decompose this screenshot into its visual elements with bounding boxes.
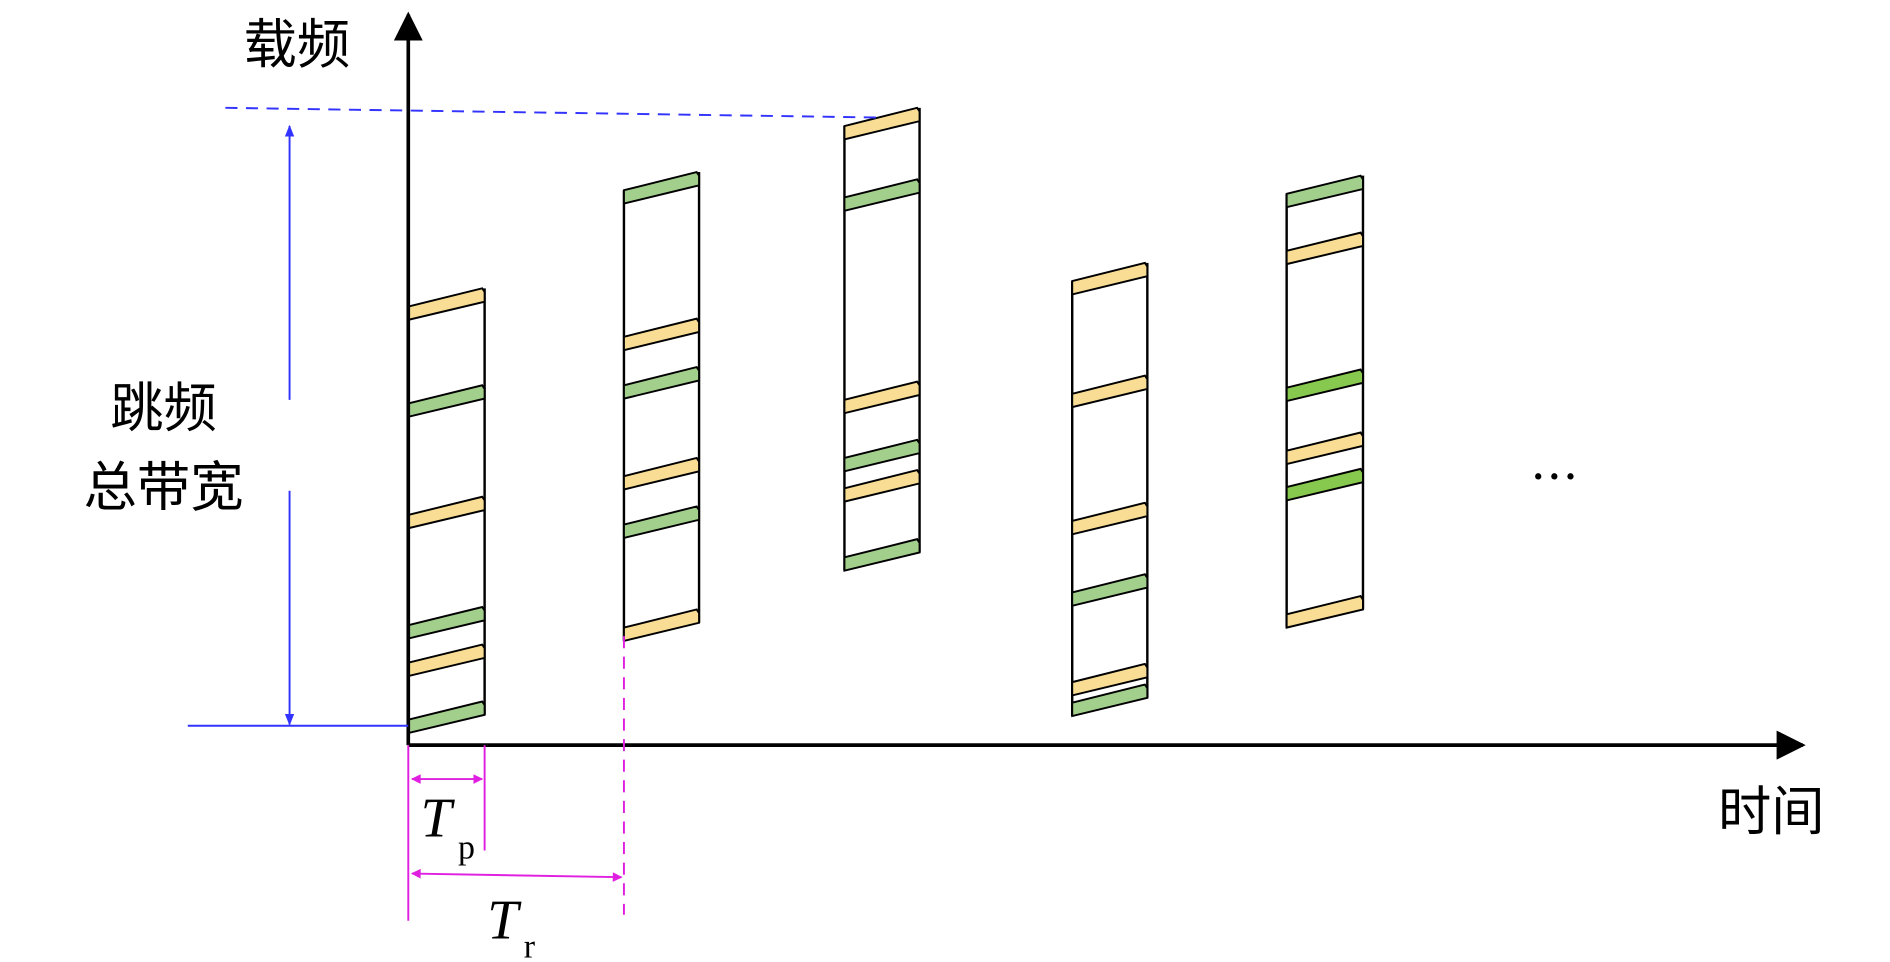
pulse-band: [1071, 573, 1149, 608]
pulse-band: [843, 380, 921, 415]
pulse-band: [622, 505, 701, 540]
tp-sub: p: [458, 829, 475, 866]
pulse-band: [1285, 231, 1364, 266]
pulse-band: [407, 287, 486, 322]
x-axis-label: 时间: [1718, 781, 1825, 843]
pulse-band: [407, 700, 486, 735]
pulse-band: [1285, 594, 1364, 629]
pulse-band: [1285, 174, 1364, 209]
pulse-band: [1285, 368, 1364, 403]
top-dash: [225, 106, 879, 119]
pulse-band: [843, 178, 921, 213]
pulse-columns: [407, 106, 1365, 735]
bandwidth-label: 总带宽: [84, 456, 244, 518]
pulse-band: [1071, 683, 1149, 718]
pulse-band: [1071, 501, 1149, 536]
pulse-band: [1285, 467, 1364, 502]
pulse-band: [622, 317, 701, 352]
pulse-band: [407, 643, 486, 678]
tr-arrow: [410, 868, 623, 882]
pulse-band: [622, 608, 701, 643]
pulse-band: [622, 366, 701, 400]
pulse-band: [407, 495, 486, 530]
pulse-band: [843, 538, 921, 572]
pulse-band: [843, 106, 921, 141]
tr-sub: r: [524, 929, 535, 962]
pulse-band: [1071, 662, 1149, 697]
pulse-band: [1071, 374, 1149, 409]
pulse-band: [407, 605, 486, 640]
pulse-band: [407, 384, 486, 419]
pulse-band: [1071, 261, 1149, 296]
pulse-band: [1285, 431, 1364, 466]
y-axis-label: 载频: [244, 14, 351, 76]
pulse-band: [843, 438, 921, 473]
bandwidth-label: 跳频: [110, 378, 217, 440]
pulse-band: [622, 170, 701, 205]
ellipsis: …: [1530, 435, 1578, 491]
tr-label: T: [487, 889, 522, 951]
pulse-band: [622, 456, 701, 491]
pulse-band: [843, 468, 921, 503]
tp-label: T: [421, 788, 456, 850]
